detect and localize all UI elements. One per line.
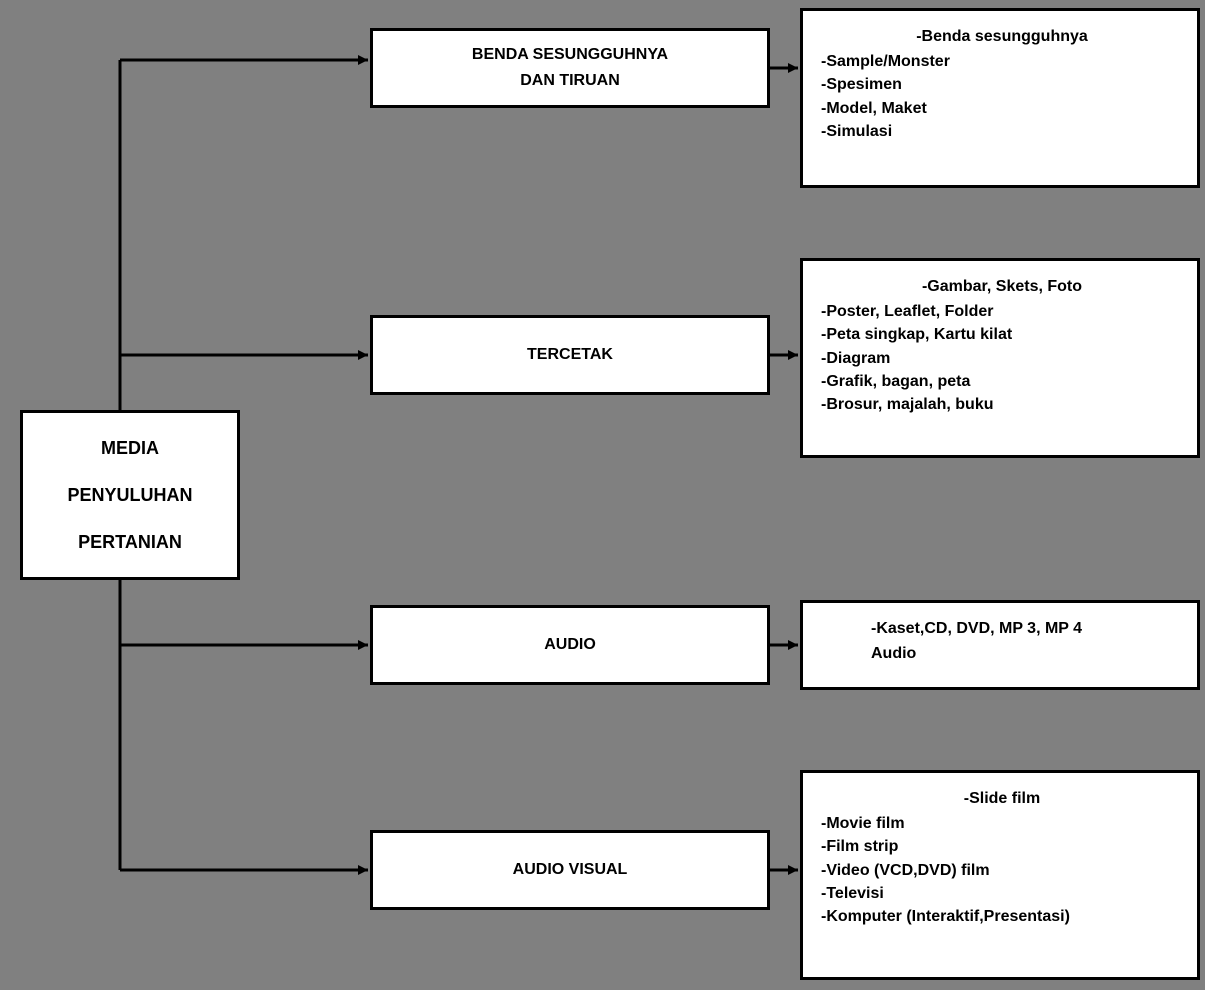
detail-item: -Poster, Leaflet, Folder [821,300,1183,323]
detail-item: Audio [821,642,1183,665]
root-line-3: PERTANIAN [23,532,237,553]
detail-heading: -Kaset,CD, DVD, MP 3, MP 4 [821,617,1183,640]
category-label: AUDIO VISUAL [513,857,628,883]
detail-item: -Movie film [821,812,1183,835]
diagram-canvas: MEDIA PENYULUHAN PERTANIAN BENDA SESUNGG… [0,0,1205,990]
detail-item: -Diagram [821,347,1183,370]
detail-item: -Brosur, majalah, buku [821,393,1183,416]
category-node-tercetak: TERCETAK [370,315,770,395]
category-label: TERCETAK [527,342,613,368]
detail-item: -Televisi [821,882,1183,905]
detail-item: -Sample/Monster [821,50,1183,73]
category-label: DAN TIRUAN [520,68,620,94]
detail-item: -Grafik, bagan, peta [821,370,1183,393]
root-line-2: PENYULUHAN [23,485,237,506]
detail-item: -Video (VCD,DVD) film [821,859,1183,882]
root-node: MEDIA PENYULUHAN PERTANIAN [20,410,240,580]
detail-item: -Komputer (Interaktif,Presentasi) [821,905,1183,928]
root-line-1: MEDIA [23,438,237,459]
category-node-audiovisual: AUDIO VISUAL [370,830,770,910]
detail-node-tercetak: -Gambar, Skets, Foto-Poster, Leaflet, Fo… [800,258,1200,458]
detail-node-benda: -Benda sesungguhnya-Sample/Monster-Spesi… [800,8,1200,188]
detail-heading: -Slide film [821,787,1183,810]
detail-node-audiovisual: -Slide film-Movie film-Film strip-Video … [800,770,1200,980]
category-node-audio: AUDIO [370,605,770,685]
detail-item: -Simulasi [821,120,1183,143]
category-node-benda: BENDA SESUNGGUHNYADAN TIRUAN [370,28,770,108]
category-label: BENDA SESUNGGUHNYA [472,42,668,68]
detail-item: -Film strip [821,835,1183,858]
detail-node-audio: -Kaset,CD, DVD, MP 3, MP 4Audio [800,600,1200,690]
detail-item: -Peta singkap, Kartu kilat [821,323,1183,346]
detail-item: -Spesimen [821,73,1183,96]
detail-heading: -Benda sesungguhnya [821,25,1183,48]
detail-heading: -Gambar, Skets, Foto [821,275,1183,298]
category-label: AUDIO [544,632,596,658]
detail-item: -Model, Maket [821,97,1183,120]
